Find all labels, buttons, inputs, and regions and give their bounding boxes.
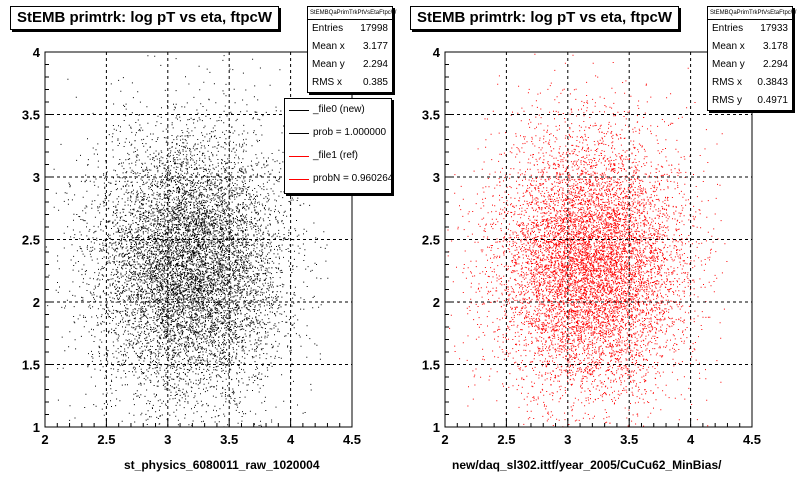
y-tick-label: 2.5 <box>422 233 440 248</box>
y-tick-label: 3 <box>433 170 440 185</box>
x-tick-label: 2.5 <box>97 432 115 447</box>
right-x-axis-title: new/daq_sl302.ittf/year_2005/CuCu62_MinB… <box>452 458 722 472</box>
y-tick-label: 2 <box>33 295 40 310</box>
right-stats-mean-x: Mean x 3.178 <box>712 41 788 52</box>
legend-entry-file0: _file0 (new) <box>285 99 391 122</box>
left-stats-mean-x: Mean x 3.177 <box>312 41 388 52</box>
x-tick-label: 4.5 <box>343 432 361 447</box>
legend-line-icon <box>289 133 309 134</box>
left-scatter-svg: 2 2.5 3 3.5 4 4.5 1 1.5 2 2.5 3 3.5 4 <box>22 45 361 447</box>
legend-line-icon <box>289 156 309 157</box>
left-stats-box: StEMBQaPrimTrkPtVsEtaFtpcW Entries 17998 … <box>307 6 396 93</box>
legend-entry-file1: _file1 (ref) <box>285 145 391 168</box>
y-tick-label: 1 <box>433 420 440 435</box>
legend-line-icon <box>289 179 309 180</box>
right-stats-rms-x: RMS x 0.3843 <box>712 77 788 88</box>
x-tick-label: 4.5 <box>743 432 761 447</box>
grid-lines <box>445 52 752 427</box>
x-tick-label: 2 <box>41 432 48 447</box>
x-tick-label: 3.5 <box>220 432 238 447</box>
left-stats-rms-x: RMS x 0.385 <box>312 77 388 88</box>
legend-line-icon <box>289 110 309 111</box>
y-tick-label: 2.5 <box>22 233 40 248</box>
left-stats-mean-y: Mean y 2.294 <box>312 59 388 70</box>
left-plot-title: StEMB primtrk: log pT vs eta, ftpcW <box>10 6 280 30</box>
right-stats-header: StEMBQaPrimTrkPtVsEtaFtpcW <box>708 7 796 20</box>
scatter-markers <box>447 53 728 428</box>
axis-ticks <box>44 51 353 428</box>
right-stats-rms-y: RMS y 0.4971 <box>712 95 788 106</box>
x-tick-label: 4 <box>687 432 695 447</box>
scatter-points <box>447 53 728 428</box>
right-plot-title: StEMB primtrk: log pT vs eta, ftpcW <box>410 6 680 30</box>
y-tick-label: 3.5 <box>422 108 440 123</box>
right-stats-box: StEMBQaPrimTrkPtVsEtaFtpcW Entries 17933 … <box>707 6 796 111</box>
x-tick-label: 2 <box>441 432 448 447</box>
x-tick-label: 4 <box>287 432 295 447</box>
left-legend: _file0 (new) prob = 1.000000 _file1 (ref… <box>284 98 392 194</box>
axis-ticks <box>444 51 753 428</box>
legend-entry-probn: probN = 0.960264 <box>285 168 391 191</box>
left-plot-pad: 2 2.5 3 3.5 4 4.5 1 1.5 2 2.5 3 3.5 4 StEMB primtrk:… <box>10 6 396 472</box>
x-tick-label: 3.5 <box>620 432 638 447</box>
y-tick-label: 3 <box>33 170 40 185</box>
legend-entry-prob: prob = 1.000000 <box>285 122 391 145</box>
y-tick-label: 1.5 <box>22 358 40 373</box>
left-stats-entries: Entries 17998 <box>312 23 388 34</box>
y-tick-label: 3.5 <box>22 108 40 123</box>
y-tick-label: 2 <box>433 295 440 310</box>
x-tick-label: 3 <box>164 432 171 447</box>
left-stats-header: StEMBQaPrimTrkPtVsEtaFtpcW <box>308 7 396 20</box>
x-tick-label: 3 <box>564 432 571 447</box>
right-scatter-svg: 2 2.5 3 3.5 4 4.5 1 1.5 2 2.5 3 3.5 4 <box>422 45 761 447</box>
right-stats-mean-y: Mean y 2.294 <box>712 59 788 70</box>
y-tick-label: 4 <box>433 45 441 60</box>
left-x-axis-title: st_physics_6080011_raw_1020004 <box>124 458 320 472</box>
y-tick-label: 4 <box>33 45 41 60</box>
y-tick-label: 1.5 <box>422 358 440 373</box>
x-tick-label: 2.5 <box>497 432 515 447</box>
right-plot-pad: 2 2.5 3 3.5 4 4.5 1 1.5 2 2.5 3 3.5 4 StEMB primtrk:… <box>400 0 800 480</box>
right-stats-entries: Entries 17933 <box>712 23 788 34</box>
y-tick-label: 1 <box>33 420 40 435</box>
